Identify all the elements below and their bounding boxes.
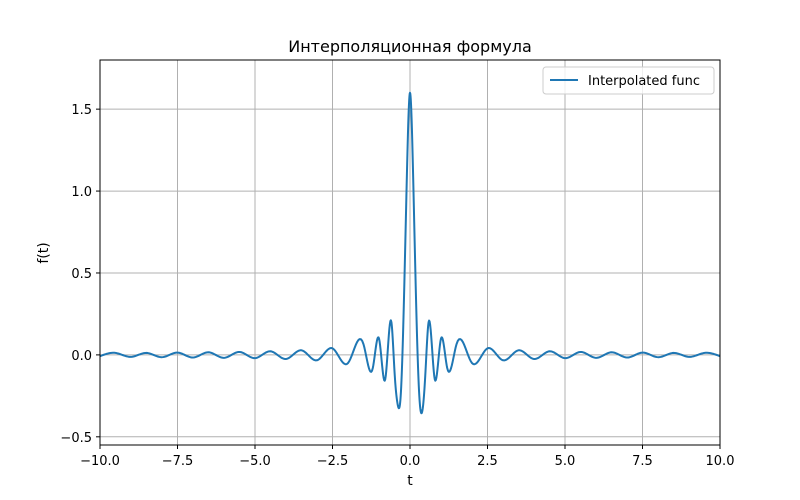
x-tick-label: −10.0 bbox=[80, 454, 120, 469]
y-tick-label: 0.0 bbox=[71, 349, 92, 364]
x-tick-label: −2.5 bbox=[317, 454, 349, 469]
plot-area bbox=[99, 91, 721, 415]
x-tick-label: 10.0 bbox=[706, 454, 735, 469]
x-tick-label: 2.5 bbox=[477, 454, 498, 469]
y-axis-label: f(t) bbox=[36, 242, 52, 263]
series-line bbox=[99, 91, 721, 415]
x-tick-label: 7.5 bbox=[632, 454, 653, 469]
legend-box bbox=[542, 66, 715, 95]
x-tick-label: 5.0 bbox=[555, 454, 576, 469]
x-tick-label: −7.5 bbox=[162, 454, 194, 469]
chart-title: Интерполяционная формула bbox=[288, 37, 532, 56]
y-tick-label: −0.5 bbox=[60, 431, 92, 446]
x-axis-label: t bbox=[407, 473, 413, 489]
legend: Interpolated func bbox=[542, 66, 715, 95]
x-tick-label: −5.0 bbox=[239, 454, 271, 469]
y-axis: −0.5 0.0 0.5 1.0 1.5 bbox=[60, 103, 100, 446]
x-tick-label: 0.0 bbox=[400, 454, 421, 469]
y-tick-label: 1.5 bbox=[71, 103, 92, 118]
y-tick-label: 0.5 bbox=[71, 267, 92, 282]
x-axis: −10.0 −7.5 −5.0 −2.5 0.0 2.5 5.0 7.5 10.0 bbox=[80, 445, 734, 469]
grid bbox=[99, 60, 721, 445]
legend-entry: Interpolated func bbox=[588, 74, 700, 89]
y-tick-label: 1.0 bbox=[71, 185, 92, 200]
